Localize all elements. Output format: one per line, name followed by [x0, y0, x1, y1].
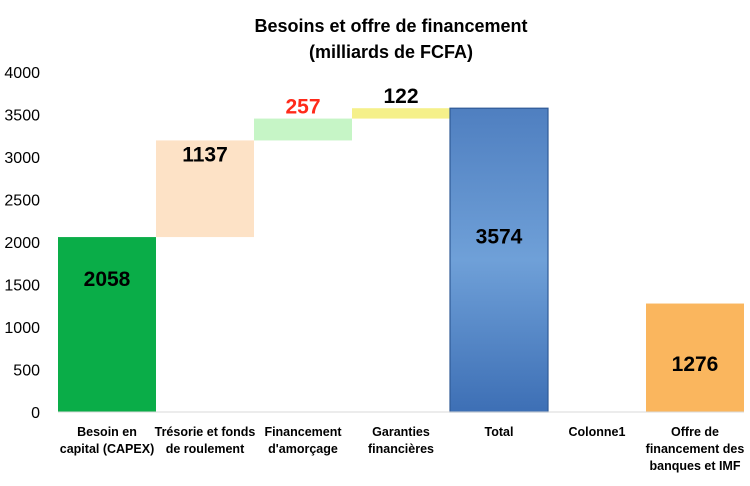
data-label-4: 3574: [476, 226, 523, 249]
x-tick-label-line: financières: [368, 442, 434, 456]
data-labels: 2058 1137 257 122 3574 1276: [84, 85, 719, 376]
x-tick-label-line: Colonne1: [569, 425, 626, 439]
x-tick-label-line: Financement: [264, 425, 342, 439]
x-tick-label-line: Trésorie et fonds: [155, 425, 256, 439]
bar-6: [646, 303, 744, 412]
x-tick-label-line: de roulement: [166, 442, 245, 456]
y-tick-label: 0: [31, 405, 40, 422]
x-tick-label: Garanties financières: [368, 425, 434, 456]
x-axis: Besoin en capital (CAPEX)Trésorie et fond…: [58, 411, 745, 473]
y-axis: 0 500 1000 1500 2000 2500 3000 3500 4000: [4, 65, 40, 422]
x-tick-label: Offre de financement des banques et IMF: [646, 425, 745, 473]
y-tick-label: 3000: [4, 150, 40, 167]
y-tick-label: 2500: [4, 193, 40, 210]
data-label-2: 257: [285, 96, 320, 119]
y-tick-label: 4000: [4, 65, 40, 82]
bar-4: [449, 107, 549, 413]
x-tick-label: Trésorie et fonds de roulement: [155, 425, 256, 456]
bar-0: [58, 237, 156, 412]
y-tick-label: 1500: [4, 278, 40, 295]
x-tick-label-line: d'amorçage: [268, 442, 338, 456]
chart-title-line-1: Besoins et offre de financement: [254, 16, 527, 36]
x-tick-label: Besoin en capital (CAPEX): [60, 425, 154, 456]
bars: [58, 107, 744, 413]
bar-2: [254, 118, 352, 141]
x-tick-label-line: Besoin en: [77, 425, 137, 439]
x-tick-label-line: Garanties: [372, 425, 430, 439]
data-label-0: 2058: [84, 268, 131, 291]
y-tick-label: 2000: [4, 235, 40, 252]
bar-1: [156, 140, 254, 238]
y-tick-label: 500: [13, 363, 40, 380]
x-tick-label-line: banques et IMF: [650, 459, 741, 473]
x-tick-label: Colonne1: [569, 425, 626, 439]
chart-title: Besoins et offre de financement (milliar…: [254, 16, 527, 62]
bar-3: [352, 108, 450, 119]
y-tick-label: 3500: [4, 108, 40, 125]
x-tick-label-line: capital (CAPEX): [60, 442, 154, 456]
x-tick-label-line: Total: [485, 425, 514, 439]
data-label-1: 1137: [182, 143, 228, 166]
chart-title-line-2: (milliards de FCFA): [309, 42, 473, 62]
x-tick-label-line: Offre de: [671, 425, 719, 439]
y-tick-label: 1000: [4, 320, 40, 337]
data-label-6: 1276: [672, 353, 719, 376]
x-tick-label: Total: [485, 425, 514, 439]
data-label-3: 122: [383, 85, 418, 108]
x-tick-label: Financement d'amorçage: [264, 425, 342, 456]
x-tick-label-line: financement des: [646, 442, 745, 456]
